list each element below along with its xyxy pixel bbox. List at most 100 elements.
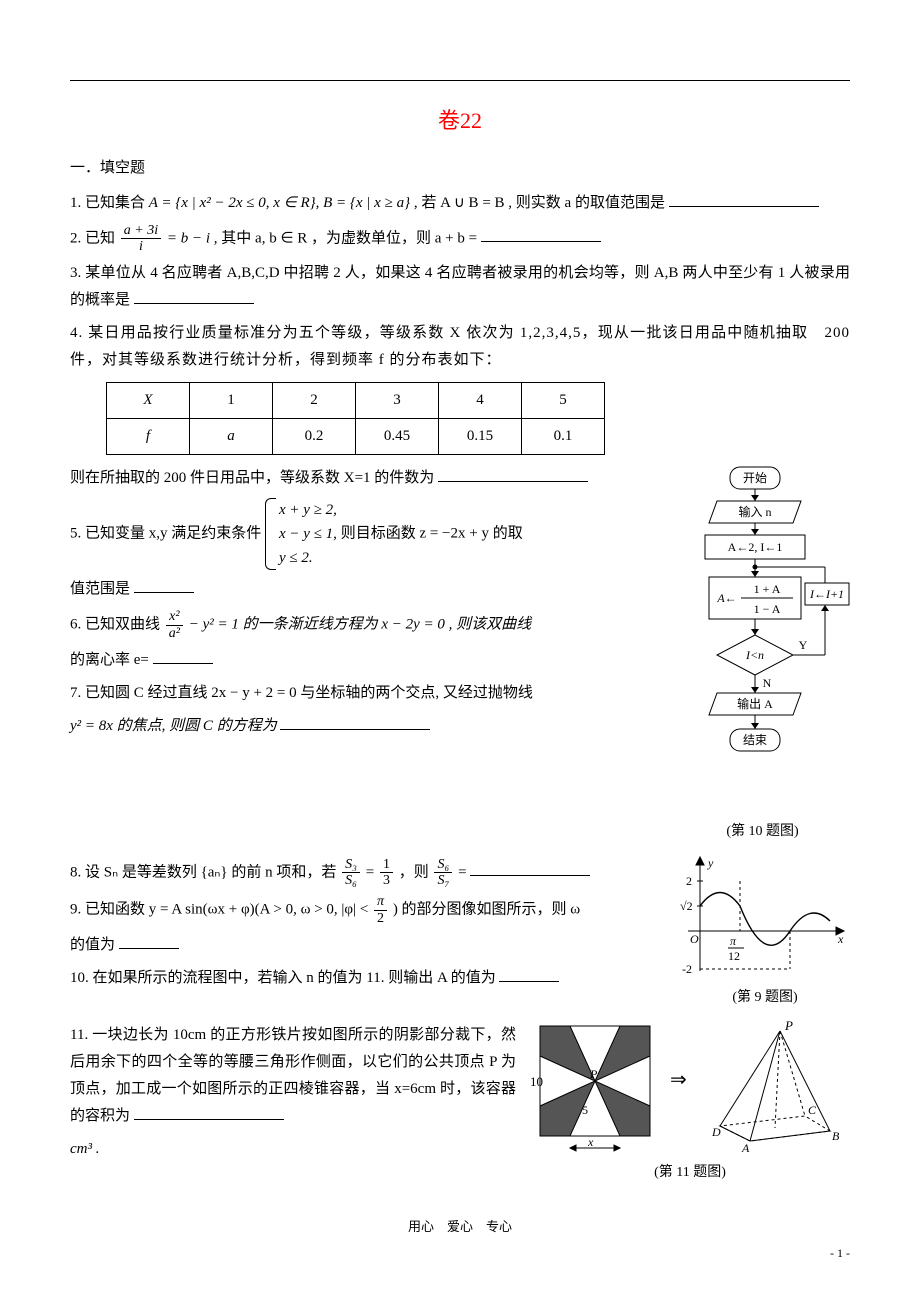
flow-out: 输出 A [737, 696, 773, 711]
sine-caption: (第 9 题图) [680, 985, 850, 1010]
cell: 0.15 [439, 419, 522, 455]
q5b: 则目标函数 z = −2x + y 的取 [341, 526, 523, 542]
table-row: f a 0.2 0.45 0.15 0.1 [107, 419, 605, 455]
q9-blank [119, 933, 179, 949]
cell: a [190, 419, 273, 455]
svg-text:12: 12 [728, 949, 740, 963]
question-11-wrap: 11. 一块边长为 10cm 的正方形铁片按如图所示的阴影部分裁下，然后用余下的… [70, 1016, 850, 1185]
svg-text:B: B [832, 1129, 840, 1143]
q4b-blank [438, 466, 588, 482]
svg-text:P: P [589, 1067, 598, 1081]
svg-text:π: π [730, 934, 737, 948]
q2-blank [481, 226, 601, 242]
q1-text-a: 1. 已知集合 [70, 195, 149, 211]
cell: f [107, 419, 190, 455]
flow-inc: I←I+1 [809, 587, 844, 601]
q5-system: x + y ≥ 2, x − y ≤ 1, y ≤ 2. [265, 498, 337, 570]
q2-mid: , 其中 a, b ∈ R ，为虚数单位，则 a + b = [214, 230, 477, 246]
svg-text:2: 2 [686, 874, 692, 888]
q2-eq: = b − i [167, 230, 210, 246]
q8-frac2: 13 [380, 857, 393, 889]
q6-blank [153, 648, 213, 664]
q8-frac3: S₆S₇ [434, 857, 452, 889]
flowchart-svg: 开始 输入 n A←2, I←1 A← 1 + A 1 − A [675, 465, 850, 815]
q6b: − y² = 1 的一条渐近线方程为 x − 2y = 0 , 则该双曲线 [189, 617, 531, 633]
table-row: X 1 2 3 4 5 [107, 383, 605, 419]
q9b: ) 的部分图像如图所示，则 ω [393, 902, 580, 918]
q7a-text: 7. 已知圆 C 经过直线 2x − y + 2 = 0 与坐标轴的两个交点, … [70, 685, 533, 701]
cell: 0.1 [522, 419, 605, 455]
svg-text:5: 5 [582, 1103, 588, 1117]
q11-unit: cm³ . [70, 1136, 516, 1163]
flow-init: A←2, I←1 [728, 540, 783, 554]
svg-text:⇒: ⇒ [670, 1069, 687, 1091]
svg-text:A: A [741, 1141, 750, 1155]
svg-text:x: x [587, 1135, 594, 1149]
q5a: 5. 已知变量 x,y 满足约束条件 [70, 526, 261, 542]
q7b-text: y² = 8x 的焦点, 则圆 C 的方程为 [70, 718, 277, 734]
sine-figure: y x 2 √2 O -2 π 12 (第 9 题图) [680, 851, 850, 1010]
flowchart-figure: 开始 输入 n A←2, I←1 A← 1 + A 1 − A [675, 465, 850, 844]
cell: 0.2 [273, 419, 356, 455]
question-11: 11. 一块边长为 10cm 的正方形铁片按如图所示的阴影部分裁下，然后用余下的… [70, 1022, 516, 1130]
q8a: 8. 设 Sₙ 是等差数列 {aₙ} 的前 n 项和，若 [70, 864, 336, 880]
flow-upd-num: 1 + A [754, 582, 781, 596]
svg-text:D: D [711, 1125, 721, 1139]
q8-frac1: S₃S₆ [342, 857, 360, 889]
frequency-table: X 1 2 3 4 5 f a 0.2 0.45 0.15 0.1 [106, 382, 605, 455]
q11-svg: P 5 10 x ⇒ [530, 1016, 850, 1156]
q7-blank [280, 714, 430, 730]
q9-frac: π2 [374, 894, 387, 926]
q2-frac: a + 3ii [121, 223, 161, 255]
svg-text:P: P [784, 1018, 793, 1033]
q10-text: 10. 在如果所示的流程图中，若输入 n 的值为 11. 则输出 A 的值为 [70, 970, 496, 986]
cell: 2 [273, 383, 356, 419]
flow-end: 结束 [743, 733, 767, 747]
flow-upd-den: 1 − A [754, 602, 781, 616]
flow-input: 输入 n [738, 504, 771, 519]
flowchart-caption: (第 10 题图) [675, 819, 850, 844]
svg-text:C: C [808, 1103, 817, 1117]
q1-blank [669, 191, 819, 207]
cell: 5 [522, 383, 605, 419]
flow-n: N [763, 676, 772, 690]
svg-text:-2: -2 [682, 962, 692, 976]
page-number: - 1 - [830, 1243, 850, 1265]
q4b-text: 则在所抽取的 200 件日用品中，等级系数 X=1 的件数为 [70, 470, 434, 486]
svg-text:A←: A← [716, 591, 736, 605]
cell: 3 [356, 383, 439, 419]
q11-caption: (第 11 题图) [530, 1160, 850, 1185]
svg-text:x: x [837, 932, 844, 946]
q6-frac: x²a² [166, 609, 183, 641]
svg-text:10: 10 [530, 1074, 543, 1089]
section-heading: 一．填空题 [70, 155, 850, 182]
q6a: 6. 已知双曲线 [70, 617, 160, 633]
sine-svg: y x 2 √2 O -2 π 12 [680, 851, 850, 981]
q1-text-b: , 若 A ∪ B = B , 则实数 a 的取值范围是 [414, 195, 665, 211]
question-3: 3. 某单位从 4 名应聘者 A,B,C,D 中招聘 2 人，如果这 4 名应聘… [70, 260, 850, 314]
q2-pre: 2. 已知 [70, 230, 115, 246]
flow-cond: I<n [745, 648, 764, 662]
flow-y: Y [799, 638, 808, 652]
q6c-text: 的离心率 e= [70, 652, 149, 668]
svg-text:y: y [707, 856, 714, 870]
cell: 1 [190, 383, 273, 419]
q3-blank [134, 288, 254, 304]
svg-text:√2: √2 [680, 899, 693, 913]
question-1: 1. 已知集合 A = {x | x² − 2x ≤ 0, x ∈ R}, B … [70, 190, 850, 217]
q1-set: A = {x | x² − 2x ≤ 0, x ∈ R}, B = {x | x… [149, 195, 410, 211]
question-2: 2. 已知 a + 3ii = b − i , 其中 a, b ∈ R ，为虚数… [70, 223, 850, 255]
flow-start: 开始 [743, 471, 767, 485]
q9c-text: 的值为 [70, 937, 115, 953]
cell: 4 [439, 383, 522, 419]
cell: 0.45 [356, 419, 439, 455]
q11-blank [134, 1104, 284, 1120]
q8-blank [470, 860, 590, 876]
svg-text:O: O [690, 932, 699, 946]
q5-blank [134, 577, 194, 593]
q8b: ，则 [399, 864, 429, 880]
question-4a: 4. 某日用品按行业质量标准分为五个等级，等级系数 X 依次为 1,2,3,4,… [70, 320, 850, 374]
q10-blank [499, 966, 559, 982]
cell: X [107, 383, 190, 419]
q11-figure: P 5 10 x ⇒ [530, 1016, 850, 1185]
